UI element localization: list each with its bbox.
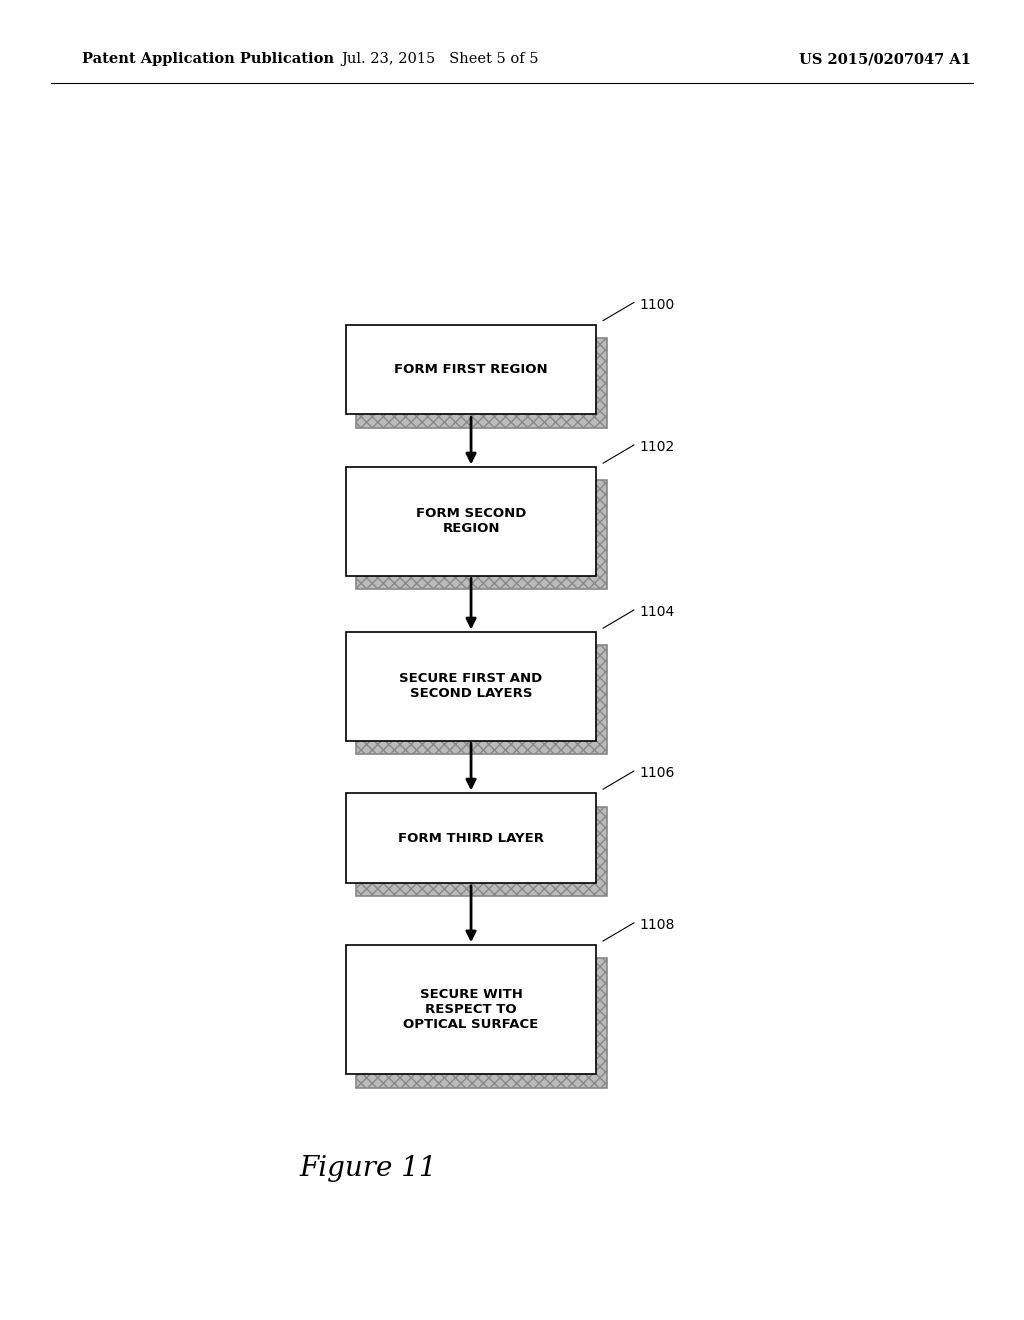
Text: Figure 11: Figure 11 [300,1155,437,1181]
Text: Patent Application Publication: Patent Application Publication [82,53,334,66]
FancyBboxPatch shape [346,632,596,741]
FancyBboxPatch shape [346,325,596,414]
FancyBboxPatch shape [356,958,606,1088]
Text: SECURE FIRST AND
SECOND LAYERS: SECURE FIRST AND SECOND LAYERS [399,672,543,701]
Text: US 2015/0207047 A1: US 2015/0207047 A1 [799,53,971,66]
FancyBboxPatch shape [346,793,596,883]
Text: 1108: 1108 [639,917,675,932]
FancyBboxPatch shape [356,480,606,589]
Text: 1100: 1100 [639,297,675,312]
Text: 1102: 1102 [639,440,675,454]
Text: SECURE WITH
RESPECT TO
OPTICAL SURFACE: SECURE WITH RESPECT TO OPTICAL SURFACE [403,989,539,1031]
Text: FORM FIRST REGION: FORM FIRST REGION [394,363,548,376]
FancyBboxPatch shape [356,645,606,754]
Text: FORM THIRD LAYER: FORM THIRD LAYER [398,832,544,845]
Text: Jul. 23, 2015   Sheet 5 of 5: Jul. 23, 2015 Sheet 5 of 5 [342,53,539,66]
Text: 1106: 1106 [639,766,675,780]
FancyBboxPatch shape [346,467,596,576]
Text: 1104: 1104 [639,605,675,619]
FancyBboxPatch shape [346,945,596,1074]
FancyBboxPatch shape [356,338,606,428]
Text: FORM SECOND
REGION: FORM SECOND REGION [416,507,526,536]
FancyBboxPatch shape [356,807,606,896]
